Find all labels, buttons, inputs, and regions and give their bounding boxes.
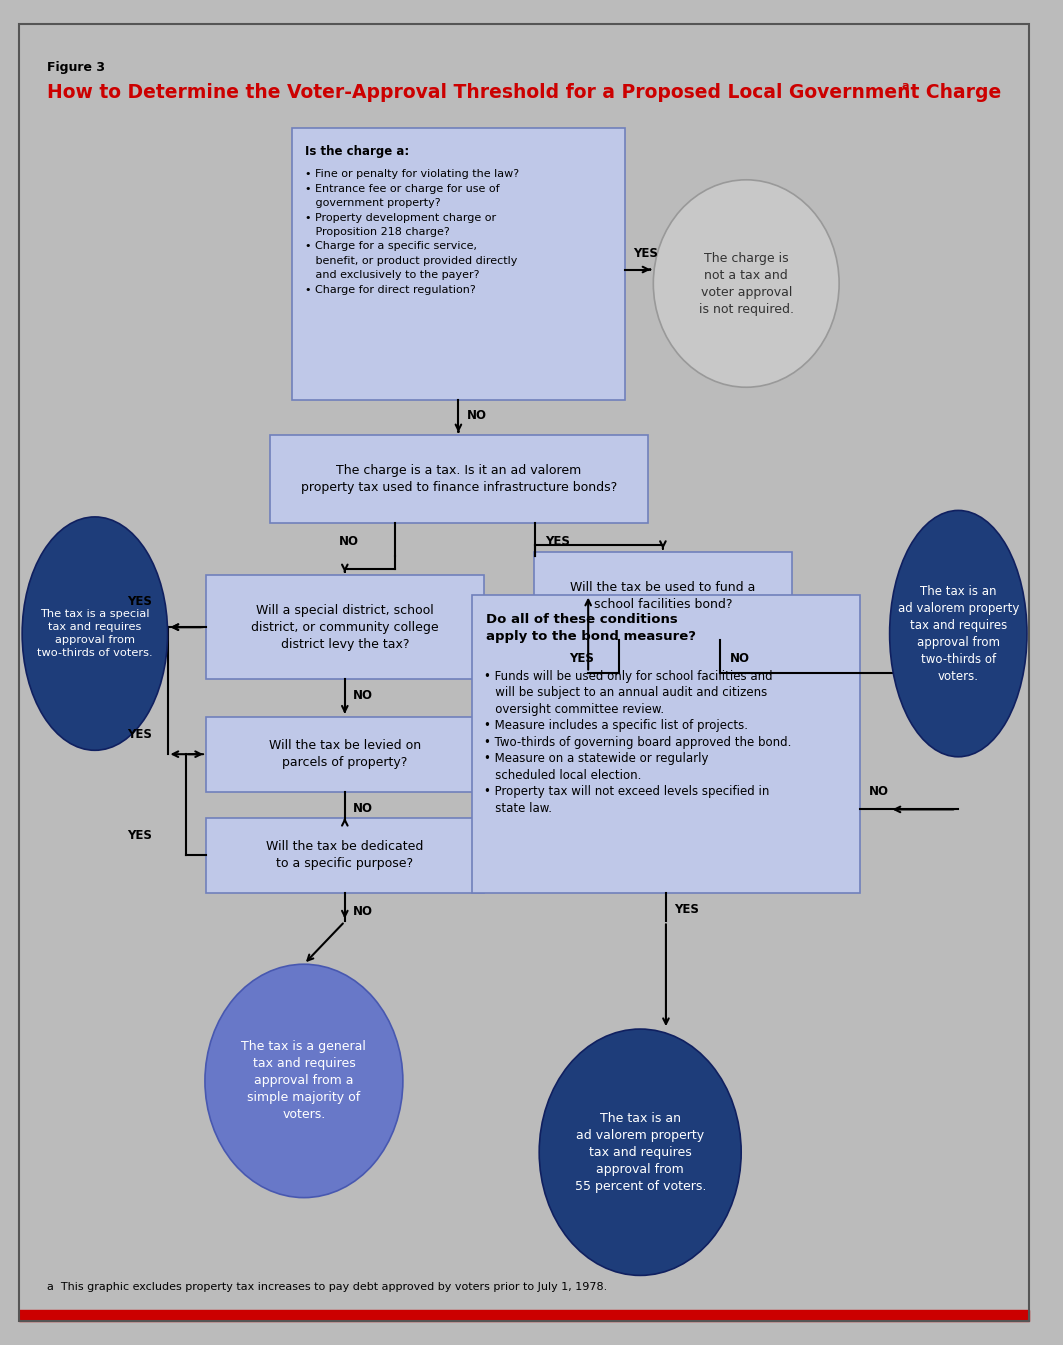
FancyBboxPatch shape bbox=[206, 818, 484, 893]
Text: YES: YES bbox=[128, 830, 152, 842]
Text: Will a special district, school
district, or community college
district levy the: Will a special district, school district… bbox=[251, 604, 439, 651]
Text: • Fine or penalty for violating the law?
• Entrance fee or charge for use of
   : • Fine or penalty for violating the law?… bbox=[305, 169, 519, 295]
Ellipse shape bbox=[890, 510, 1027, 757]
Text: YES: YES bbox=[634, 247, 658, 261]
Text: NO: NO bbox=[339, 535, 359, 547]
Text: NO: NO bbox=[467, 409, 487, 422]
Text: How to Determine the Voter-Approval Threshold for a Proposed Local Government Ch: How to Determine the Voter-Approval Thre… bbox=[48, 82, 1001, 102]
Text: Is the charge a:: Is the charge a: bbox=[305, 145, 409, 157]
Text: Figure 3: Figure 3 bbox=[48, 61, 105, 74]
Ellipse shape bbox=[205, 964, 403, 1197]
Text: Will the tax be dedicated
to a specific purpose?: Will the tax be dedicated to a specific … bbox=[266, 841, 423, 870]
Text: The tax is an
ad valorem property
tax and requires
approval from
55 percent of v: The tax is an ad valorem property tax an… bbox=[574, 1112, 706, 1193]
Text: The tax is an
ad valorem property
tax and requires
approval from
two-thirds of
v: The tax is an ad valorem property tax an… bbox=[897, 585, 1019, 683]
Text: • Funds will be used only for school facilities and
   will be subject to an ann: • Funds will be used only for school fac… bbox=[484, 670, 791, 815]
Text: Will the tax be used to fund a
school facilities bond?: Will the tax be used to fund a school fa… bbox=[570, 581, 756, 611]
Text: YES: YES bbox=[128, 728, 152, 741]
FancyBboxPatch shape bbox=[206, 717, 484, 792]
Ellipse shape bbox=[22, 516, 168, 751]
FancyBboxPatch shape bbox=[535, 551, 792, 640]
FancyBboxPatch shape bbox=[206, 576, 484, 679]
FancyBboxPatch shape bbox=[270, 436, 648, 523]
Ellipse shape bbox=[539, 1029, 741, 1275]
Text: a  This graphic excludes property tax increases to pay debt approved by voters p: a This graphic excludes property tax inc… bbox=[48, 1282, 608, 1293]
FancyBboxPatch shape bbox=[472, 594, 860, 893]
Text: NO: NO bbox=[353, 690, 373, 702]
Text: NO: NO bbox=[353, 905, 373, 917]
Bar bbox=[19, 1310, 1029, 1321]
Text: NO: NO bbox=[353, 802, 373, 815]
Ellipse shape bbox=[654, 180, 839, 387]
Text: a: a bbox=[901, 81, 909, 91]
Text: Will the tax be levied on
parcels of property?: Will the tax be levied on parcels of pro… bbox=[269, 740, 421, 769]
Text: YES: YES bbox=[569, 652, 593, 664]
Text: The tax is a general
tax and requires
approval from a
simple majority of
voters.: The tax is a general tax and requires ap… bbox=[241, 1041, 367, 1122]
Text: NO: NO bbox=[729, 652, 749, 664]
Text: NO: NO bbox=[868, 784, 889, 798]
Text: YES: YES bbox=[674, 904, 698, 916]
Text: YES: YES bbox=[544, 535, 570, 547]
FancyBboxPatch shape bbox=[291, 128, 625, 401]
Text: The charge is
not a tax and
voter approval
is not required.: The charge is not a tax and voter approv… bbox=[698, 252, 794, 316]
Text: The charge is a tax. Is it an ad valorem
property tax used to finance infrastruc: The charge is a tax. Is it an ad valorem… bbox=[301, 464, 617, 495]
Text: Do all of these conditions
apply to the bond measure?: Do all of these conditions apply to the … bbox=[486, 613, 695, 643]
Text: The tax is a special
tax and requires
approval from
two-thirds of voters.: The tax is a special tax and requires ap… bbox=[37, 609, 153, 659]
Text: YES: YES bbox=[128, 594, 152, 608]
